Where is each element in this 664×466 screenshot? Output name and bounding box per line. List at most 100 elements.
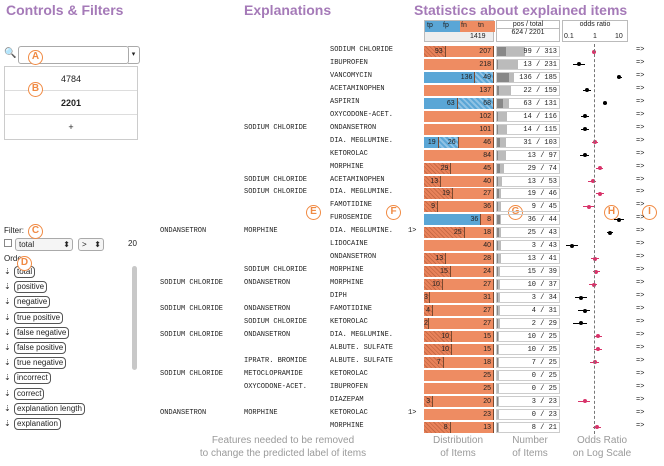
distribution-bar[interactable]: 102	[424, 110, 494, 122]
expand-arrow[interactable]: =>	[636, 162, 645, 171]
filter-checkbox[interactable]	[4, 239, 12, 247]
expand-arrow[interactable]: =>	[636, 292, 645, 301]
distribution-bar[interactable]: 218	[424, 58, 494, 70]
distribution-bar[interactable]: 7 18	[424, 356, 494, 368]
expand-arrow[interactable]: =>	[636, 266, 645, 275]
distribution-bar[interactable]: 3 20	[424, 395, 494, 407]
distribution-bar[interactable]: 25	[424, 369, 494, 381]
order-item[interactable]: ⇣ true positive	[4, 311, 64, 324]
expand-arrow[interactable]: =>	[636, 123, 645, 132]
distribution-bar[interactable]: 4 27	[424, 305, 494, 316]
order-item[interactable]: ⇣ incorrect	[4, 372, 51, 385]
order-item[interactable]: ⇣ explanation	[4, 418, 61, 430]
sort-icon: ⇣	[4, 419, 11, 428]
expand-arrow[interactable]: =>	[636, 84, 645, 93]
filter-label: Filter:	[4, 226, 24, 235]
expand-arrow[interactable]: =>	[636, 421, 645, 430]
expand-arrow[interactable]: =>	[636, 97, 645, 106]
filter-field-select[interactable]: total ⬍	[15, 238, 73, 251]
explanation-feature-2: SODIUM CHLORIDE	[244, 317, 308, 326]
explanation-feature-2: SODIUM CHLORIDE	[244, 123, 308, 132]
expand-arrow[interactable]: =>	[636, 408, 645, 417]
expand-arrow[interactable]: =>	[636, 136, 645, 145]
distribution-bar[interactable]: 101	[424, 123, 494, 135]
expand-arrow[interactable]: =>	[636, 395, 645, 404]
expand-arrow[interactable]: =>	[636, 369, 645, 378]
distribution-bar[interactable]: 8 13	[424, 421, 494, 433]
distribution-bar[interactable]: 25	[424, 382, 494, 394]
order-item[interactable]: ⇣ positive	[4, 281, 48, 294]
distribution-bar[interactable]: 19 26 46	[424, 136, 494, 148]
expand-arrow[interactable]: =>	[636, 330, 645, 339]
expand-arrow[interactable]: =>	[636, 227, 645, 236]
expand-arrow[interactable]: =>	[636, 253, 645, 262]
expand-arrow[interactable]: =>	[636, 305, 645, 313]
odds-ref-line	[594, 44, 595, 434]
distribution-bar[interactable]: 36 8	[424, 214, 494, 226]
expand-arrow[interactable]: =>	[636, 343, 645, 352]
dropdown-icon[interactable]: ▾	[128, 46, 140, 64]
distribution-bar[interactable]: 9 36	[424, 201, 494, 213]
distribution-bar[interactable]: 10 15	[424, 330, 494, 342]
expand-arrow[interactable]: =>	[636, 71, 645, 80]
expand-arrow[interactable]: =>	[636, 110, 645, 119]
pos-total-bar: 8 / 21	[496, 421, 560, 433]
distribution-bar[interactable]: 10 27	[424, 279, 494, 291]
pos-total-text: 15 / 39	[527, 268, 557, 277]
pos-total-bar: 14 / 115	[496, 123, 560, 135]
scrollbar[interactable]	[132, 266, 137, 370]
distribution-bar[interactable]: 40	[424, 240, 494, 252]
search-bar[interactable]: 🔍 ▾	[4, 45, 140, 65]
order-item[interactable]: ⇣ correct	[4, 387, 45, 400]
sort-icon: ⇣	[4, 373, 11, 383]
distribution-bar[interactable]: 13 40	[424, 175, 494, 187]
tn-segment: 218	[424, 58, 494, 70]
order-list[interactable]: ⇣ total ⇣ positive ⇣ negative ⇣ true positive ⇣ f…	[4, 266, 134, 434]
add-button[interactable]: +	[68, 122, 74, 132]
order-item[interactable]: ⇣ true negative	[4, 357, 67, 370]
dataset-list[interactable]: 4784 2201 +	[4, 66, 138, 140]
distribution-bar[interactable]: 19 27	[424, 188, 494, 200]
pos-total-text: 10 / 37	[527, 281, 557, 290]
explanation-feature-2: IPRATR. BROMIDE	[244, 356, 308, 365]
order-item[interactable]: ⇣ negative	[4, 296, 51, 309]
list-item[interactable]: 2201	[5, 91, 137, 115]
expand-arrow[interactable]: =>	[636, 188, 645, 197]
filter-value[interactable]: 20	[128, 239, 137, 248]
expand-arrow[interactable]: =>	[636, 214, 645, 223]
distribution-bar[interactable]: 63 68	[424, 97, 494, 109]
filter-op-select[interactable]: > ⬍	[78, 238, 104, 251]
expand-arrow[interactable]: =>	[636, 58, 645, 67]
expand-arrow[interactable]: =>	[636, 175, 645, 184]
distribution-bar[interactable]: 137	[424, 84, 494, 96]
explanation-feature-2: SODIUM CHLORIDE	[244, 188, 308, 197]
distribution-bar[interactable]: 136 49	[424, 71, 494, 83]
order-item[interactable]: ⇣ false negative	[4, 326, 70, 339]
expand-arrow[interactable]: =>	[636, 46, 645, 54]
tn-segment: 15	[452, 343, 494, 355]
expand-arrow[interactable]: =>	[636, 356, 645, 365]
expand-arrow[interactable]: =>	[636, 279, 645, 288]
expand-arrow[interactable]: =>	[636, 201, 645, 210]
pos-total-text: 31 / 103	[523, 138, 557, 147]
tp-segment: 63	[424, 97, 458, 109]
distribution-bar[interactable]: 23	[424, 408, 494, 420]
expand-arrow[interactable]: =>	[636, 382, 645, 391]
distribution-bar[interactable]: 25 18	[424, 227, 494, 239]
total-fill	[497, 124, 508, 134]
distribution-bar[interactable]: 15 24	[424, 266, 494, 278]
distribution-bar[interactable]: 2 27	[424, 317, 494, 329]
distribution-bar[interactable]: 10 15	[424, 343, 494, 355]
expand-arrow[interactable]: =>	[636, 240, 645, 249]
list-item[interactable]: 4784	[5, 67, 137, 91]
expand-arrow[interactable]: =>	[636, 149, 645, 158]
distribution-bar[interactable]: 3 31	[424, 292, 494, 304]
distribution-bar[interactable]: 93 207	[424, 46, 494, 57]
distribution-bar[interactable]: 29 45	[424, 162, 494, 174]
expand-arrow[interactable]: =>	[636, 317, 645, 326]
order-item[interactable]: ⇣ explanation length	[4, 402, 85, 415]
distribution-bar[interactable]: 84	[424, 149, 494, 161]
distribution-bar[interactable]: 13 28	[424, 253, 494, 265]
order-item[interactable]: ⇣ false positive	[4, 342, 67, 354]
search-input[interactable]	[18, 46, 129, 64]
